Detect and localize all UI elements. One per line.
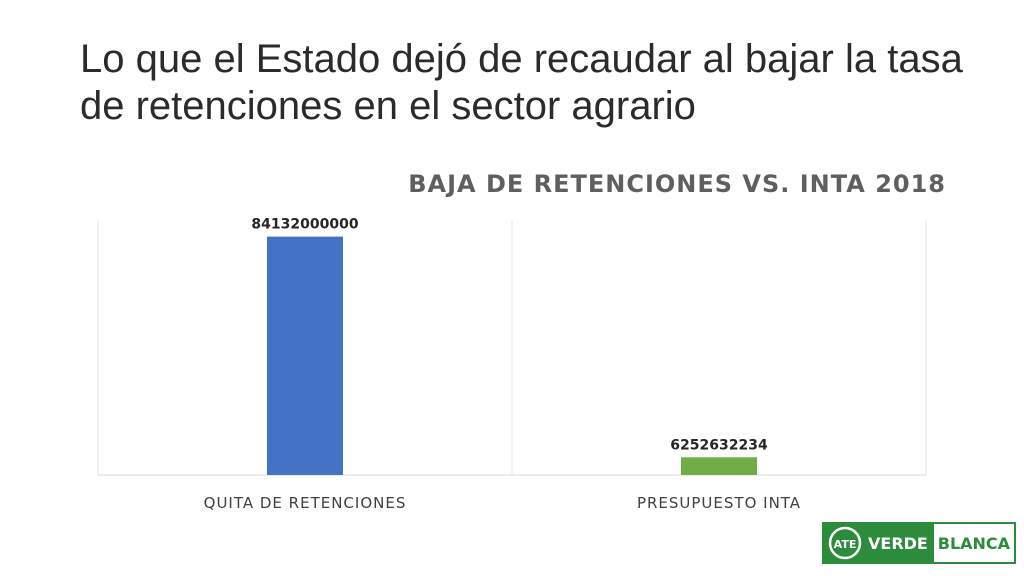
emblem-text: ATE	[834, 538, 857, 551]
category-label: QUITA DE RETENCIONES	[204, 494, 407, 512]
data-labels-group: 84132000000 6252632234	[251, 217, 768, 454]
logo-blanca-text: BLANCA	[937, 533, 1011, 553]
slide-title: Lo que el Estado dejó de recaudar al baj…	[80, 37, 963, 128]
ate-emblem-icon: ATE	[824, 524, 866, 562]
data-label: 84132000000	[251, 217, 358, 233]
data-label: 6252632234	[670, 437, 768, 453]
category-label: PRESUPUESTO INTA	[637, 494, 801, 512]
logo-verde-text: VERDE	[866, 524, 934, 562]
verde-blanca-logo: ATE VERDE BLANCA	[822, 522, 1016, 564]
plot-area	[97, 220, 927, 476]
category-labels-group: QUITA DE RETENCIONES PRESUPUESTO INTA	[204, 494, 801, 512]
chart-title: BAJA DE RETENCIONES VS. INTA 2018	[408, 170, 946, 198]
bar-presupuesto-inta	[681, 457, 757, 475]
bars-group	[267, 236, 757, 475]
bar-quita-de-retenciones	[267, 236, 343, 475]
